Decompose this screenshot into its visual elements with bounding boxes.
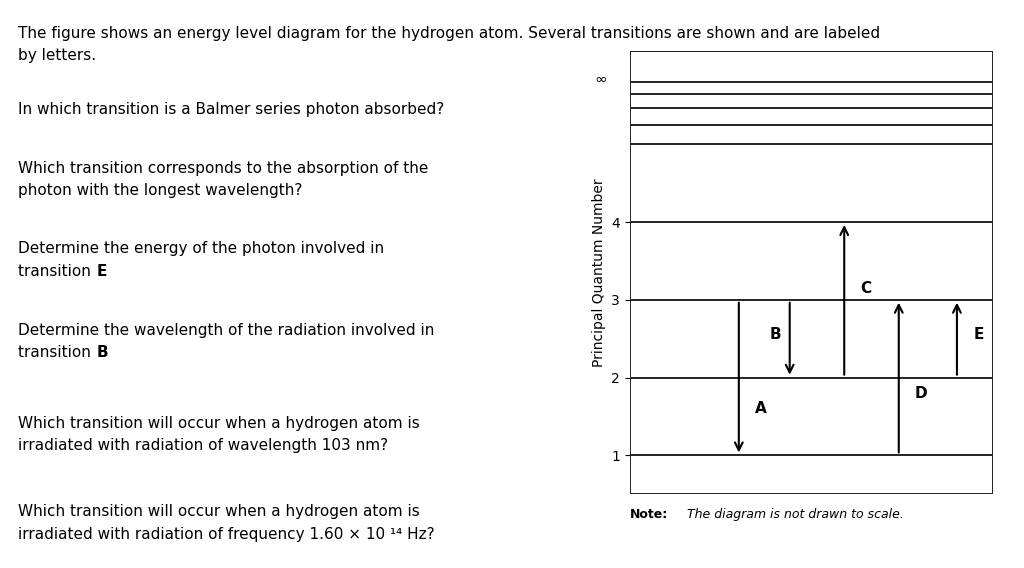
Text: transition: transition xyxy=(18,345,96,360)
Y-axis label: Principal Quantum Number: Principal Quantum Number xyxy=(592,178,605,367)
Text: Which transition will occur when a hydrogen atom is: Which transition will occur when a hydro… xyxy=(18,416,420,431)
Text: In which transition is a Balmer series photon absorbed?: In which transition is a Balmer series p… xyxy=(18,102,444,117)
Text: E: E xyxy=(974,327,984,343)
Text: D: D xyxy=(914,386,927,400)
Text: Which transition corresponds to the absorption of the: Which transition corresponds to the abso… xyxy=(18,161,429,176)
Text: Determine the energy of the photon involved in: Determine the energy of the photon invol… xyxy=(18,241,385,256)
Text: E: E xyxy=(96,264,106,278)
Text: transition: transition xyxy=(18,264,96,278)
Text: The figure shows an energy level diagram for the hydrogen atom. Several transiti: The figure shows an energy level diagram… xyxy=(18,26,881,40)
Text: $\infty$: $\infty$ xyxy=(594,71,607,86)
Text: A: A xyxy=(755,401,767,416)
Text: The diagram is not drawn to scale.: The diagram is not drawn to scale. xyxy=(683,508,904,521)
Text: Which transition will occur when a hydrogen atom is: Which transition will occur when a hydro… xyxy=(18,504,420,519)
Text: B: B xyxy=(96,345,108,360)
Text: B: B xyxy=(769,327,781,343)
Text: by letters.: by letters. xyxy=(18,48,96,62)
Text: irradiated with radiation of frequency 1.60 × 10 ¹⁴ Hz?: irradiated with radiation of frequency 1… xyxy=(18,527,435,541)
Text: Note:: Note: xyxy=(630,508,668,521)
Text: irradiated with radiation of wavelength 103 nm?: irradiated with radiation of wavelength … xyxy=(18,438,388,453)
Text: Determine the wavelength of the radiation involved in: Determine the wavelength of the radiatio… xyxy=(18,323,435,337)
Text: C: C xyxy=(860,281,871,296)
Text: photon with the longest wavelength?: photon with the longest wavelength? xyxy=(18,183,303,198)
